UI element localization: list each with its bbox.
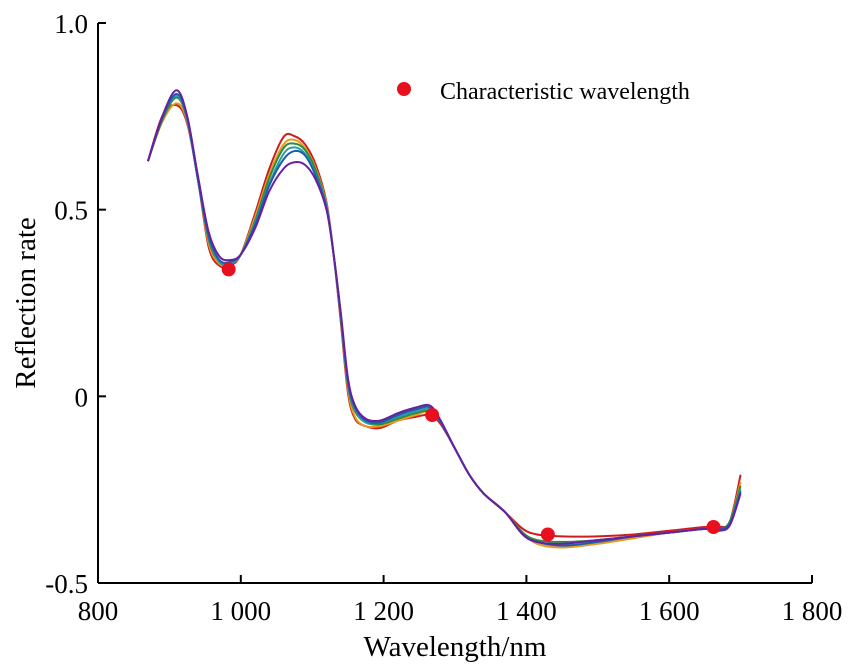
x-ticks: 800 1 000 1 200 1 400 1 600 1 800 <box>78 575 843 626</box>
characteristic-point-4 <box>706 520 721 534</box>
y-tick-label: -0.5 <box>45 569 88 599</box>
y-tick-label: 0 <box>75 382 89 412</box>
x-tick-label: 1 200 <box>353 596 414 626</box>
characteristic-point-3 <box>540 527 555 542</box>
x-axis-label: Wavelength/nm <box>364 631 547 663</box>
legend-marker <box>397 82 411 96</box>
series-line-4 <box>147 94 742 545</box>
series-line-3 <box>147 96 742 543</box>
characteristic-point-1 <box>221 262 236 277</box>
axes <box>97 23 812 584</box>
x-tick-label: 1 800 <box>782 596 843 626</box>
x-tick-label: 800 <box>78 596 119 626</box>
x-tick-label: 1 600 <box>639 596 700 626</box>
series-line-6 <box>147 89 742 545</box>
legend: Characteristic wavelength <box>397 79 690 105</box>
y-tick-label: 1.0 <box>54 9 88 39</box>
series-line-2 <box>147 102 742 549</box>
x-tick-label: 1 000 <box>210 596 271 626</box>
series-line-5 <box>147 92 742 547</box>
y-axis-label: Reflection rate <box>10 217 42 389</box>
y-tick-label: 0.5 <box>54 196 88 226</box>
characteristic-point-2 <box>425 408 440 422</box>
characteristic-points <box>221 262 721 542</box>
legend-label: Characteristic wavelength <box>440 79 690 105</box>
x-tick-label: 1 400 <box>496 596 557 626</box>
y-ticks: -0.5 0 0.5 1.0 <box>45 9 106 599</box>
spectral-curves <box>147 89 742 549</box>
series-line-1 <box>147 103 742 538</box>
